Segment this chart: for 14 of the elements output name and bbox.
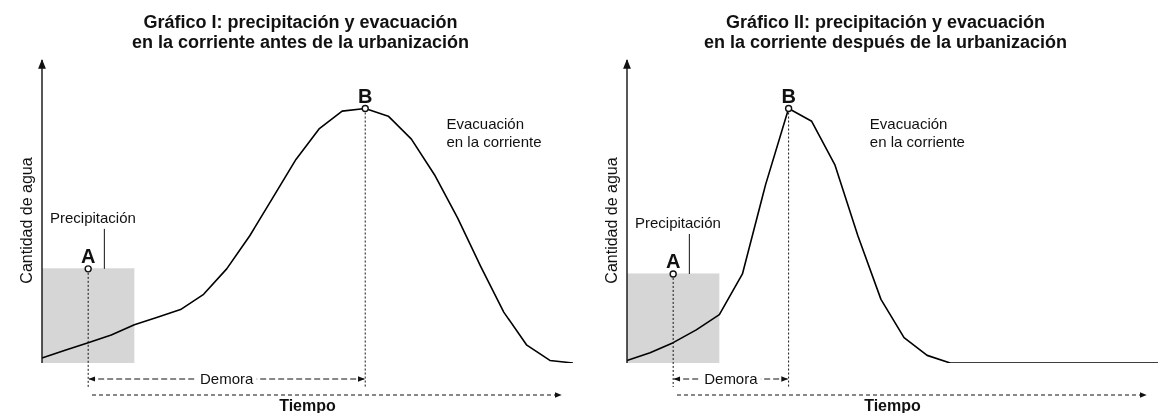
text: B	[781, 84, 796, 107]
series-label: Evacuación en la corriente	[446, 114, 542, 150]
text: Evacuación en la corriente	[869, 114, 965, 150]
text: Precipitación	[50, 208, 136, 226]
text: Demora	[704, 370, 759, 387]
text: Demora	[200, 370, 255, 387]
annotation: A	[80, 244, 96, 267]
annotation: A	[665, 249, 681, 272]
text: Precipitación	[635, 213, 721, 231]
text: B	[357, 84, 373, 107]
y-axis-title: Cantidad de agua	[603, 157, 620, 284]
y-axis-title: Cantidad de agua	[18, 157, 35, 284]
chart-title: Gráfico II: precipitación y evacuación en la corriente después de la urbanización	[703, 12, 1068, 52]
chart-title: Gráfico I: precipitación y evacuación en la corriente antes de la urbanización	[131, 12, 470, 52]
